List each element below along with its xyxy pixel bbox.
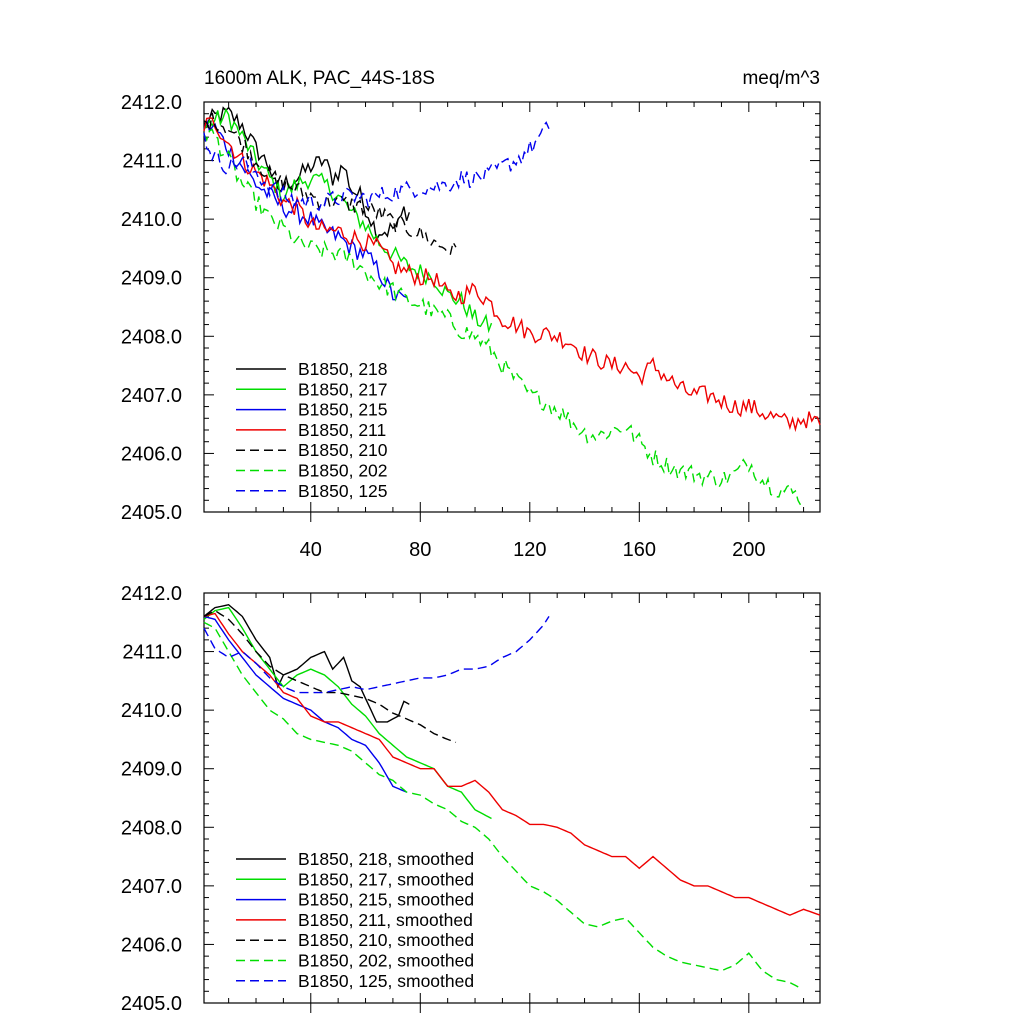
legend-label: B1850, 125, smoothed (298, 971, 474, 991)
units-label: meq/m^3 (742, 68, 820, 89)
y-tick-label: 2412.0 (121, 583, 182, 605)
series-line-0 (203, 106, 410, 243)
top-panel: 2405.0 2406.0 2407.0 2408.0 2409.0 2410.0 2411… (121, 92, 821, 561)
chart-title: 1600m ALK, PAC_44S-18S (204, 68, 435, 89)
series-line-5 (203, 128, 802, 506)
y-tick-label: 2405.0 (121, 502, 182, 524)
legend-label: B1850, 210, smoothed (298, 930, 474, 950)
legend-label: B1850, 210 (298, 440, 388, 460)
x-tick-label: 40 (300, 539, 322, 561)
y-tick-label: 2405.0 (121, 993, 182, 1015)
series-line-3 (203, 612, 821, 916)
x-tick-label: 160 (623, 539, 656, 561)
legend-label: B1850, 202 (298, 461, 388, 481)
y-tick-label: 2410.0 (121, 209, 182, 231)
series-line-2 (203, 615, 407, 793)
x-tick-label: 120 (513, 539, 546, 561)
series-line-3 (203, 117, 821, 433)
series-line-2 (203, 117, 407, 301)
y-tick-label: 2412.0 (121, 92, 182, 114)
y-tick-label: 2409.0 (121, 759, 182, 781)
y-tick-label: 2411.0 (122, 151, 182, 173)
series-line-4 (203, 609, 457, 744)
y-tick-label: 2407.0 (121, 876, 182, 898)
y-tick-label: 2410.0 (121, 700, 182, 722)
y-tick-label: 2409.0 (121, 268, 182, 290)
x-tick-label: 200 (732, 539, 765, 561)
legend-label: B1850, 202, smoothed (298, 951, 474, 971)
series-line-6 (203, 616, 550, 694)
series-line-5 (203, 621, 802, 990)
y-tick-label: 2408.0 (121, 326, 182, 348)
bottom-panel: 2405.0 2406.0 2407.0 2408.0 2409.0 2410.0 2411… (121, 583, 821, 1015)
legend-label: B1850, 217, smoothed (298, 869, 474, 889)
y-tick-label: 2406.0 (121, 443, 182, 465)
legend-label: B1850, 215, smoothed (298, 890, 474, 910)
legend-label: B1850, 211, smoothed (298, 910, 473, 930)
y-tick-label: 2407.0 (121, 385, 182, 407)
x-tick-label: 80 (409, 539, 431, 561)
legend-label: B1850, 218 (298, 359, 388, 379)
legend-label: B1850, 215 (298, 400, 388, 420)
plot-frame (203, 592, 821, 1004)
series-line-6 (203, 121, 550, 212)
series-line-4 (203, 112, 457, 256)
legend-label: B1850, 211 (298, 420, 386, 440)
y-tick-label: 2411.0 (122, 642, 182, 664)
series-line-0 (203, 603, 410, 723)
legend-label: B1850, 217 (298, 379, 388, 399)
y-tick-label: 2406.0 (121, 934, 182, 956)
legend-label: B1850, 218, smoothed (298, 849, 474, 869)
plot-frame (203, 101, 821, 513)
legend-label: B1850, 125 (298, 481, 388, 501)
y-tick-label: 2408.0 (121, 817, 182, 839)
series-line-1 (203, 107, 493, 334)
